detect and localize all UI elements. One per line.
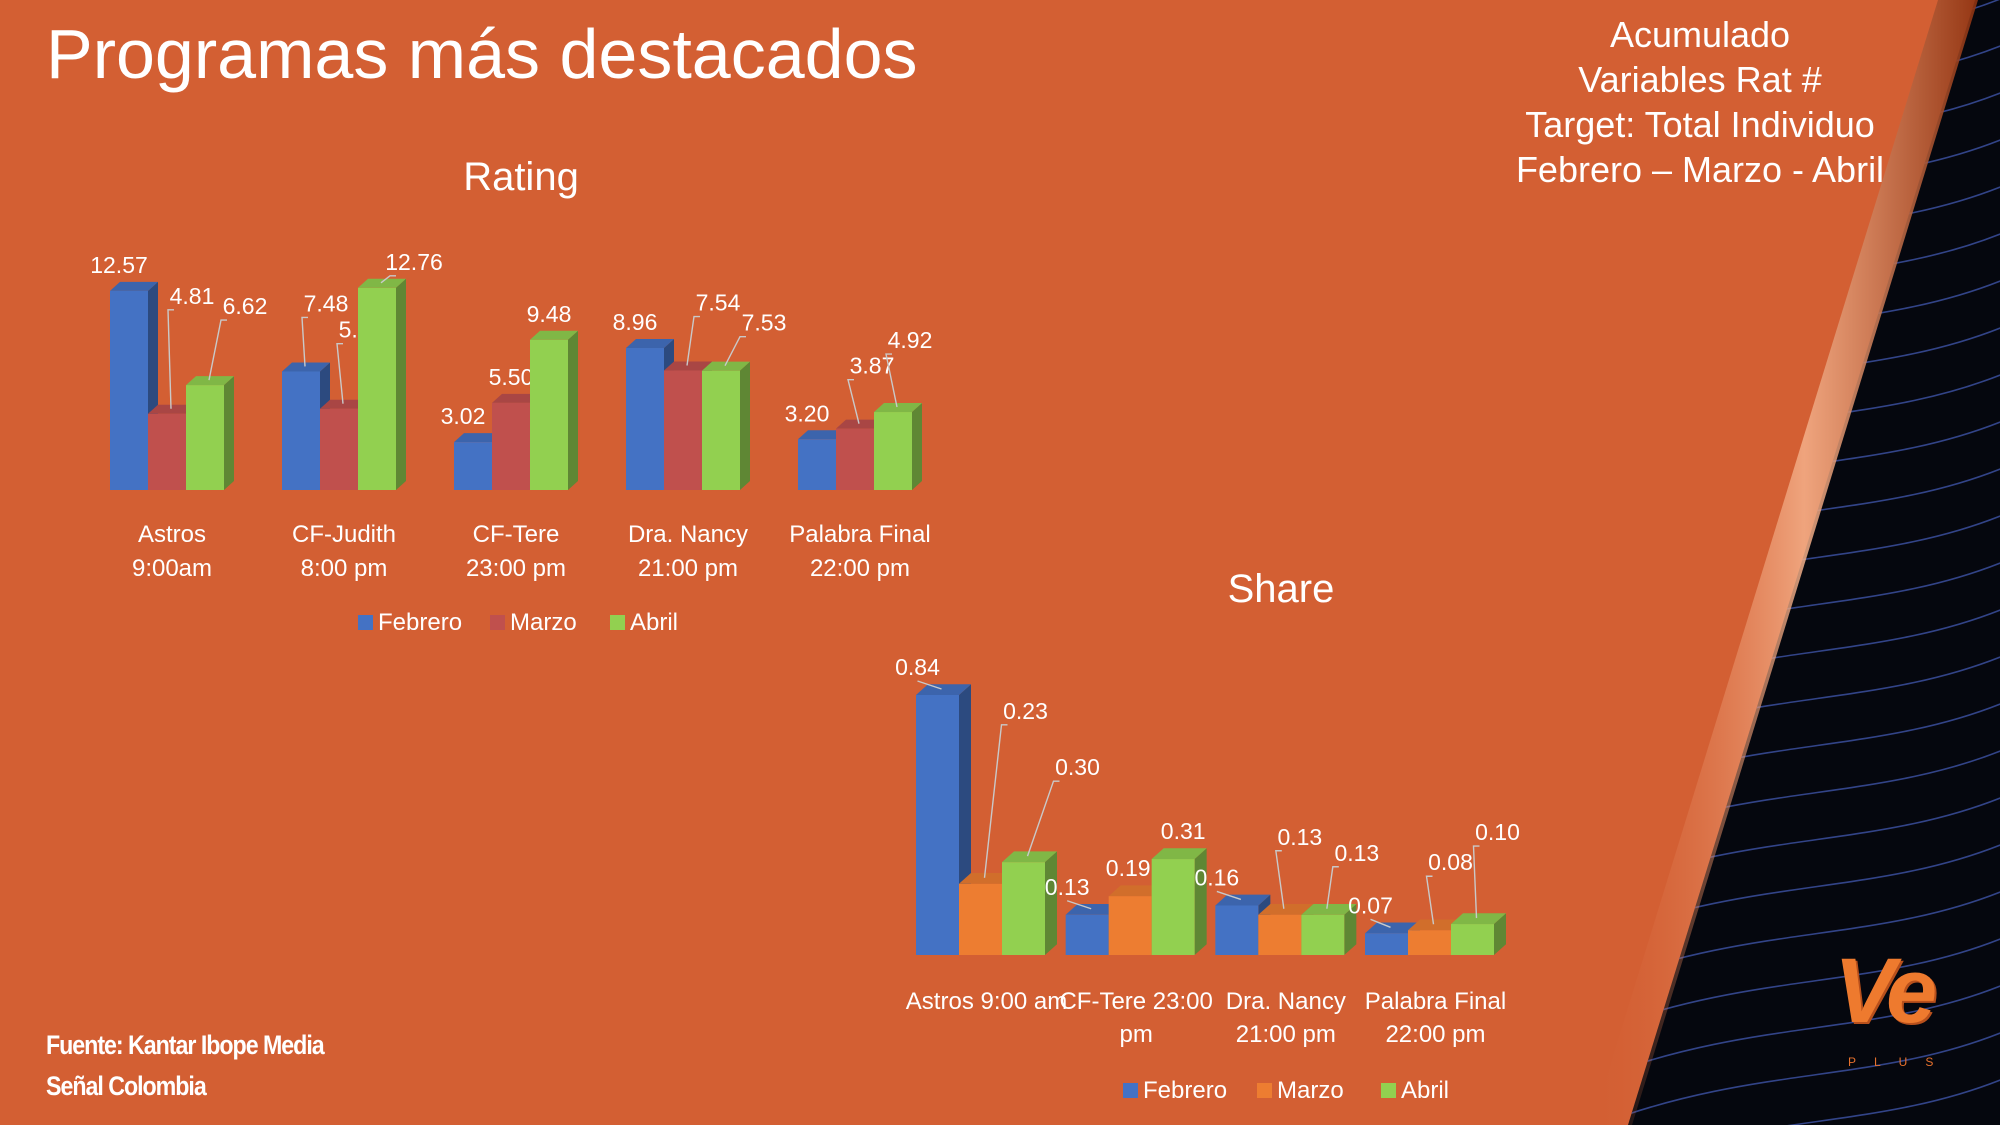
value-label-marzo-4: 3.87: [850, 353, 895, 379]
value-label-marzo-0: 0.23: [1003, 698, 1048, 724]
category-label-2-1: 21:00 pm: [1236, 1021, 1336, 1048]
category-label-3-0: Palabra Final: [1365, 988, 1506, 1015]
bar-abril-2: [530, 330, 578, 490]
legend-label-febrero: Febrero: [1143, 1077, 1227, 1104]
header-info: Acumulado Variables Rat # Target: Total …: [1455, 12, 1945, 192]
bar-abril-3: [702, 361, 750, 490]
value-label-abril-3: 7.53: [742, 310, 787, 336]
value-label-marzo-2: 0.13: [1277, 824, 1322, 850]
value-label-marzo-2: 5.50: [489, 364, 534, 390]
category-label-3-1: 22:00 pm: [1385, 1021, 1485, 1048]
ve-plus-logo: Ve PLUS: [1828, 940, 1978, 1075]
value-label-marzo-1: 0.19: [1106, 855, 1151, 881]
category-label-1-1: 8:00 pm: [301, 555, 388, 582]
category-label-1-1: pm: [1119, 1021, 1152, 1048]
legend-swatch-febrero: [358, 615, 373, 630]
value-label-abril-2: 9.48: [527, 301, 572, 327]
category-label-1-0: CF-Tere 23:00: [1059, 988, 1212, 1015]
category-label-2-1: 23:00 pm: [466, 555, 566, 582]
value-label-abril-2: 0.13: [1334, 840, 1379, 866]
panel-edge-glow: [1592, 0, 1978, 1125]
legend-label-abril: Abril: [1401, 1077, 1449, 1104]
value-label-abril-1: 12.76: [385, 249, 443, 275]
page-title: Programas más destacados: [46, 15, 918, 93]
category-label-2-0: CF-Tere: [473, 521, 560, 548]
value-label-febrero-3: 0.07: [1348, 892, 1393, 918]
value-label-febrero-1: 0.13: [1045, 874, 1090, 900]
value-label-febrero-2: 3.02: [441, 403, 486, 429]
value-label-marzo-0: 4.81: [170, 283, 215, 309]
chart-title: Share: [1228, 567, 1335, 611]
legend-swatch-marzo: [1257, 1083, 1272, 1098]
bar-abril-0: [186, 376, 234, 490]
rating-chart: Rating12.574.816.62Astros9:00am7.485.131…: [90, 155, 933, 636]
value-label-febrero-3: 8.96: [613, 309, 658, 335]
category-label-0-1: 9:00am: [132, 555, 212, 582]
legend-swatch-marzo: [490, 615, 505, 630]
value-label-marzo-3: 0.08: [1428, 849, 1473, 875]
value-label-febrero-0: 0.84: [895, 654, 940, 680]
logo-ve-text: Ve: [1834, 940, 1937, 1042]
value-label-marzo-3: 7.54: [696, 290, 741, 316]
bar-abril-0: [1002, 851, 1057, 955]
legend-label-abril: Abril: [630, 609, 678, 636]
legend-swatch-abril: [1381, 1083, 1396, 1098]
channel-line: Señal Colombia: [46, 1071, 207, 1101]
legend-swatch-febrero: [1123, 1083, 1138, 1098]
info-line-period: Febrero – Marzo - Abril: [1515, 149, 1885, 190]
category-label-4-1: 22:00 pm: [810, 555, 910, 582]
info-line-target: Target: Total Individuo: [1525, 104, 1875, 145]
bar-febrero-3: [626, 339, 674, 490]
category-label-2-0: Dra. Nancy: [1226, 988, 1346, 1015]
dark-side-panel: [1628, 0, 2000, 1125]
bar-abril-1: [1151, 848, 1207, 955]
category-label-3-0: Dra. Nancy: [628, 521, 748, 548]
category-label-0-0: Astros 9:00 am: [906, 988, 1067, 1015]
chart-title: Rating: [463, 155, 579, 199]
value-label-febrero-1: 7.48: [304, 290, 349, 316]
category-label-0-0: Astros: [138, 521, 206, 548]
value-label-febrero-0: 12.57: [90, 252, 148, 278]
value-label-abril-0: 0.30: [1055, 754, 1100, 780]
legend-label-marzo: Marzo: [1277, 1077, 1344, 1104]
value-label-febrero-2: 0.16: [1194, 864, 1239, 890]
bar-abril-2: [1301, 903, 1357, 955]
category-label-1-0: CF-Judith: [292, 521, 396, 548]
legend-label-febrero: Febrero: [378, 609, 462, 636]
category-label-3-1: 21:00 pm: [638, 555, 738, 582]
bar-abril-4: [874, 403, 922, 490]
value-label-abril-0: 6.62: [223, 293, 268, 319]
bar-abril-3: [1451, 913, 1506, 955]
value-label-abril-4: 4.92: [888, 327, 933, 353]
value-label-abril-3: 0.10: [1475, 819, 1520, 845]
source-note: Fuente: Kantar Ibope Media Señal Colombi…: [46, 1025, 325, 1107]
logo-plus-text: PLUS: [1848, 1055, 1952, 1069]
legend-label-marzo: Marzo: [510, 609, 577, 636]
info-line-variables: Variables Rat #: [1578, 59, 1822, 100]
value-label-abril-1: 0.31: [1161, 818, 1206, 844]
value-label-febrero-4: 3.20: [785, 400, 830, 426]
bar-abril-1: [358, 278, 406, 490]
share-chart: Share 0.84 0.23 0.30 Astros 9:00 am 0.13 0.19 0…: [895, 567, 1520, 1104]
info-line-accumulated: Acumulado: [1609, 14, 1791, 55]
category-label-4-0: Palabra Final: [789, 521, 930, 548]
legend-swatch-abril: [610, 615, 625, 630]
source-line: Fuente: Kantar Ibope Media: [46, 1030, 325, 1060]
